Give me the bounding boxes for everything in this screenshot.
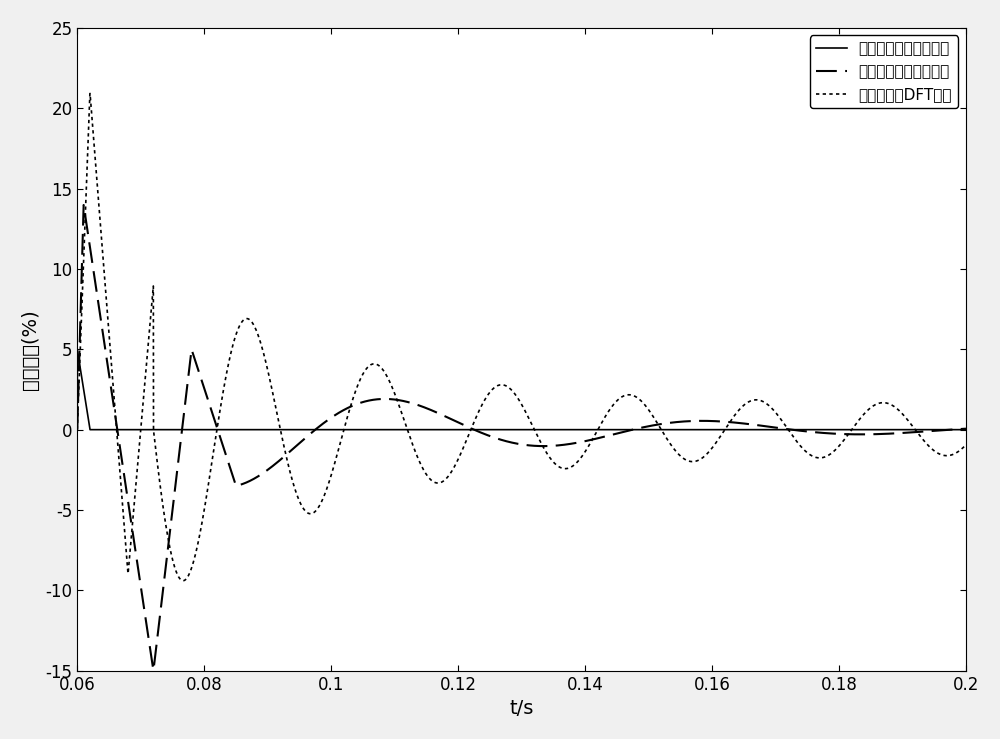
传统变窗长DFT方法	[605, 404, 617, 413]
传统变窗长DFT方法	[233, 322, 245, 331]
滤除衰减直流分量方法	[649, 425, 661, 434]
基于复合梯形公式方法	[960, 424, 972, 433]
基于复合梯形公式方法	[735, 419, 747, 428]
基于复合梯形公式方法	[605, 431, 617, 440]
传统变窗长DFT方法	[177, 576, 189, 585]
滤除衰减直流分量方法	[411, 425, 423, 434]
Line: 基于复合梯形公式方法: 基于复合梯形公式方法	[77, 205, 966, 670]
Legend: 滤除衰减直流分量方法, 基于复合梯形公式方法, 传统变窗长DFT方法: 滤除衰减直流分量方法, 基于复合梯形公式方法, 传统变窗长DFT方法	[810, 35, 958, 108]
Line: 滤除衰减直流分量方法: 滤除衰减直流分量方法	[77, 350, 966, 429]
X-axis label: t/s: t/s	[509, 699, 534, 718]
滤除衰减直流分量方法	[233, 425, 245, 434]
Line: 传统变窗长DFT方法: 传统变窗长DFT方法	[77, 93, 966, 581]
滤除衰减直流分量方法	[71, 346, 83, 355]
基于复合梯形公式方法	[650, 420, 662, 429]
传统变窗长DFT方法	[71, 425, 83, 434]
滤除衰减直流分量方法	[960, 425, 972, 434]
基于复合梯形公式方法	[78, 200, 90, 209]
传统变窗长DFT方法	[802, 449, 814, 458]
基于复合梯形公式方法	[71, 425, 83, 434]
基于复合梯形公式方法	[233, 480, 245, 489]
传统变窗长DFT方法	[84, 89, 96, 98]
基于复合梯形公式方法	[411, 401, 423, 409]
传统变窗长DFT方法	[411, 452, 423, 460]
传统变窗长DFT方法	[735, 403, 747, 412]
滤除衰减直流分量方法	[71, 425, 83, 434]
Y-axis label: 幅値误差(%): 幅値误差(%)	[21, 309, 40, 389]
滤除衰减直流分量方法	[802, 425, 814, 434]
滤除衰减直流分量方法	[735, 425, 747, 434]
传统变窗长DFT方法	[650, 416, 662, 425]
滤除衰减直流分量方法	[604, 425, 616, 434]
基于复合梯形公式方法	[802, 427, 814, 436]
传统变窗长DFT方法	[960, 440, 972, 449]
基于复合梯形公式方法	[147, 666, 159, 675]
